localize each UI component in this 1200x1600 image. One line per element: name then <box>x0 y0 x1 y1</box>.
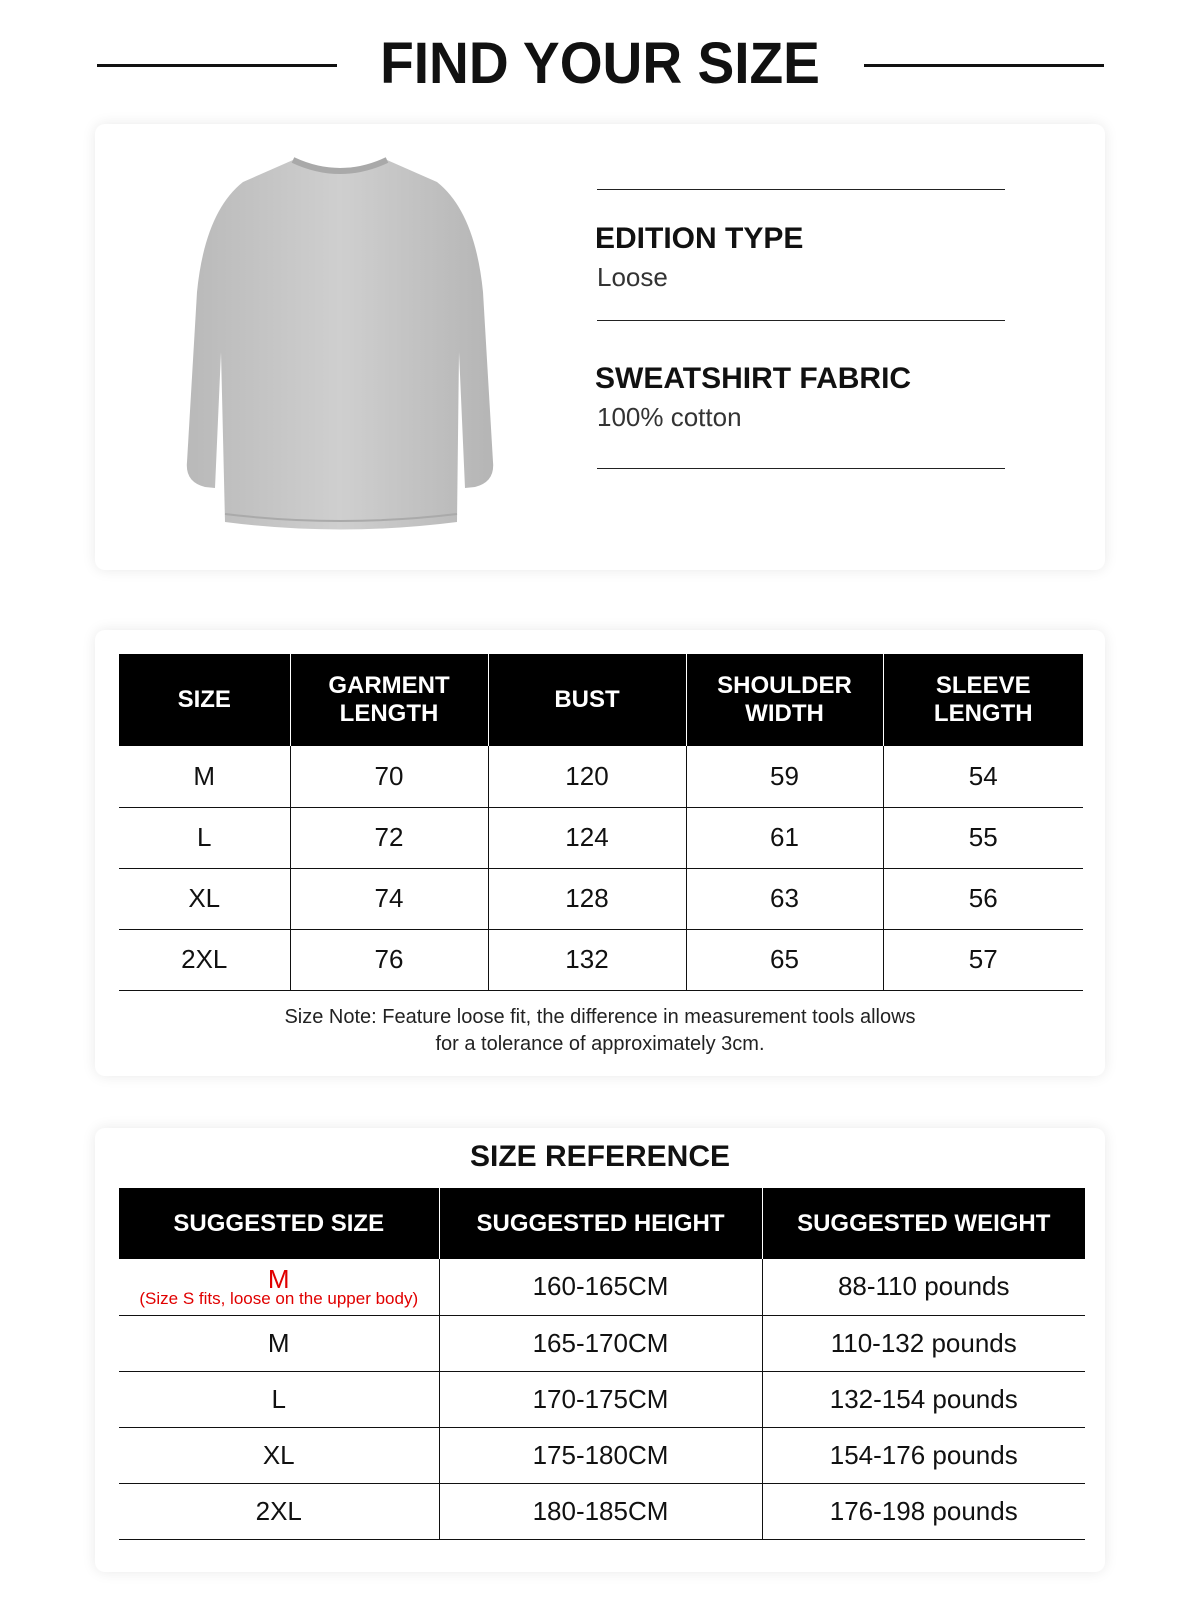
cell: 160-165CM <box>438 1259 762 1316</box>
fabric-value: 100% cotton <box>597 402 742 432</box>
size-chart-card: SIZE GARMENT LENGTH BUST SHOULDER WIDTH … <box>95 630 1105 1076</box>
cell: 55 <box>882 807 1083 869</box>
table-row: 2XL 180-185CM 176-198 pounds <box>119 1483 1085 1540</box>
cell: 61 <box>685 807 883 869</box>
cell: L <box>119 807 290 869</box>
table-row: M (Size S fits, loose on the upper body)… <box>119 1259 1085 1316</box>
col-bust: BUST <box>487 654 686 746</box>
cell: 54 <box>882 746 1083 808</box>
size-note: Size Note: Feature loose fit, the differ… <box>95 1004 1105 1058</box>
cell: 128 <box>487 868 686 930</box>
cell: 124 <box>487 807 686 869</box>
col-suggested-height: SUGGESTED HEIGHT <box>438 1188 762 1259</box>
size-reference-table: SUGGESTED SIZE SUGGESTED HEIGHT SUGGESTE… <box>119 1188 1085 1540</box>
table-row: L 72 124 61 55 <box>119 807 1083 869</box>
cell: 70 <box>289 746 488 808</box>
cell: M <box>119 746 290 808</box>
cell: 57 <box>882 929 1083 991</box>
divider <box>597 189 1005 190</box>
size-chart-table: SIZE GARMENT LENGTH BUST SHOULDER WIDTH … <box>119 654 1083 991</box>
table-row: M 70 120 59 54 <box>119 746 1083 808</box>
cell: 2XL <box>119 1483 439 1540</box>
divider <box>597 320 1005 321</box>
col-suggested-size: SUGGESTED SIZE <box>119 1188 439 1259</box>
cell: XL <box>119 868 290 930</box>
cell: 56 <box>882 868 1083 930</box>
edition-type-value: Loose <box>597 262 668 292</box>
col-size: SIZE <box>119 654 290 746</box>
cell: 132 <box>487 929 686 991</box>
cell: 176-198 pounds <box>761 1483 1085 1540</box>
size-reference-title: SIZE REFERENCE <box>469 1140 731 1173</box>
cell: 132-154 pounds <box>761 1371 1085 1428</box>
size-note-red: (Size S fits, loose on the upper body) <box>139 1288 419 1308</box>
table-row: XL 175-180CM 154-176 pounds <box>119 1427 1085 1484</box>
cell: 120 <box>487 746 686 808</box>
cell: 88-110 pounds <box>761 1259 1085 1316</box>
table-row: XL 74 128 63 56 <box>119 868 1083 930</box>
edition-type-label: EDITION TYPE <box>595 222 804 255</box>
sweatshirt-image <box>186 157 494 530</box>
divider <box>597 468 1005 469</box>
col-shoulder-width: SHOULDER WIDTH <box>685 654 883 746</box>
cell: 65 <box>685 929 883 991</box>
cell: XL <box>119 1427 439 1484</box>
col-suggested-weight: SUGGESTED WEIGHT <box>761 1188 1085 1259</box>
cell: 59 <box>685 746 883 808</box>
cell: 154-176 pounds <box>761 1427 1085 1484</box>
cell: 165-170CM <box>438 1315 762 1372</box>
col-garment-length: GARMENT LENGTH <box>289 654 488 746</box>
cell: 2XL <box>119 929 290 991</box>
cell: 76 <box>289 929 488 991</box>
table-header-row: SIZE GARMENT LENGTH BUST SHOULDER WIDTH … <box>119 654 1083 746</box>
cell: 180-185CM <box>438 1483 762 1540</box>
cell: 110-132 pounds <box>761 1315 1085 1372</box>
page-title: FIND YOUR SIZE <box>380 31 820 96</box>
title-rule-left <box>97 64 337 67</box>
product-info-card: EDITION TYPE Loose SWEATSHIRT FABRIC 100… <box>95 124 1105 570</box>
cell-highlighted-size: M (Size S fits, loose on the upper body) <box>119 1259 439 1316</box>
highlighted-size: M <box>267 1263 290 1294</box>
size-note-line: for a tolerance of approximately 3cm. <box>435 1033 765 1055</box>
table-row: 2XL 76 132 65 57 <box>119 929 1083 991</box>
col-sleeve-length: SLEEVE LENGTH <box>882 654 1083 746</box>
size-reference-card: SIZE REFERENCE SUGGESTED SIZE SUGGESTED … <box>95 1128 1105 1572</box>
table-row: L 170-175CM 132-154 pounds <box>119 1371 1085 1428</box>
title-rule-right <box>864 64 1104 67</box>
fabric-label: SWEATSHIRT FABRIC <box>595 362 912 395</box>
cell: 74 <box>289 868 488 930</box>
table-header-row: SUGGESTED SIZE SUGGESTED HEIGHT SUGGESTE… <box>119 1188 1085 1259</box>
cell: L <box>119 1371 439 1428</box>
size-note-line: Size Note: Feature loose fit, the differ… <box>284 1006 916 1028</box>
cell: M <box>119 1315 439 1372</box>
cell: 63 <box>685 868 883 930</box>
cell: 175-180CM <box>438 1427 762 1484</box>
table-row: M 165-170CM 110-132 pounds <box>119 1315 1085 1372</box>
cell: 170-175CM <box>438 1371 762 1428</box>
cell: 72 <box>289 807 488 869</box>
